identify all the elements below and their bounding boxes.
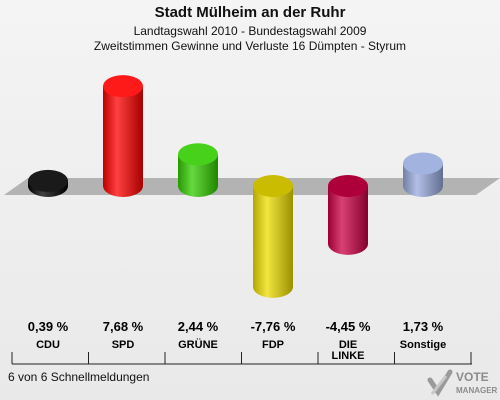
bar-cap xyxy=(253,175,293,197)
bar-body xyxy=(328,186,368,255)
bar-die-linke xyxy=(328,175,368,255)
chart-subtitle-election: Landtagswahl 2010 - Bundestagswahl 2009 xyxy=(133,24,367,38)
bar-sonstige xyxy=(403,152,443,197)
category-label: LINKE xyxy=(332,350,365,362)
logo-word-vote: VOTE xyxy=(456,370,489,384)
bar-grüne xyxy=(178,143,218,197)
value-label: -4,45 % xyxy=(326,319,371,334)
bar-body xyxy=(253,186,293,298)
value-label: 0,39 % xyxy=(28,319,69,334)
value-labels: 0,39 % 7,68 % 2,44 % -7,76 % -4,45 % 1,73 % xyxy=(28,319,444,334)
bar-fdp xyxy=(253,175,293,298)
category-label: FDP xyxy=(262,339,284,351)
value-label: 2,44 % xyxy=(178,319,219,334)
category-label: SPD xyxy=(112,339,135,351)
ballot-check-icon xyxy=(427,369,453,397)
bars-in-front xyxy=(28,75,443,197)
bar-spd xyxy=(103,75,143,197)
category-label: DIE xyxy=(339,339,357,351)
bar-cap xyxy=(28,169,68,192)
logo-word-manager: MANAGER xyxy=(456,386,498,395)
category-label: GRÜNE xyxy=(178,338,218,351)
bar-body xyxy=(178,154,218,197)
bar-cap xyxy=(403,152,443,175)
bars-behind-baseline xyxy=(253,175,368,298)
report-status: 6 von 6 Schnellmeldungen xyxy=(8,370,150,384)
chart-title: Stadt Mülheim an der Ruhr xyxy=(154,4,346,21)
bar-cap xyxy=(103,75,143,98)
value-label: 1,73 % xyxy=(403,319,444,334)
value-label: 7,68 % xyxy=(103,319,144,334)
bar-cap xyxy=(328,175,368,197)
chart-subtitle-district: Zweitstimmen Gewinne und Verluste 16 Düm… xyxy=(93,39,407,53)
category-label: Sonstige xyxy=(400,339,446,351)
category-label: CDU xyxy=(36,339,60,351)
value-label: -7,76 % xyxy=(251,319,296,334)
bar-cap xyxy=(178,143,218,166)
bar-cdu xyxy=(28,169,68,197)
bar-body xyxy=(103,86,143,197)
votemanager-logo: VOTE MANAGER xyxy=(427,369,498,397)
